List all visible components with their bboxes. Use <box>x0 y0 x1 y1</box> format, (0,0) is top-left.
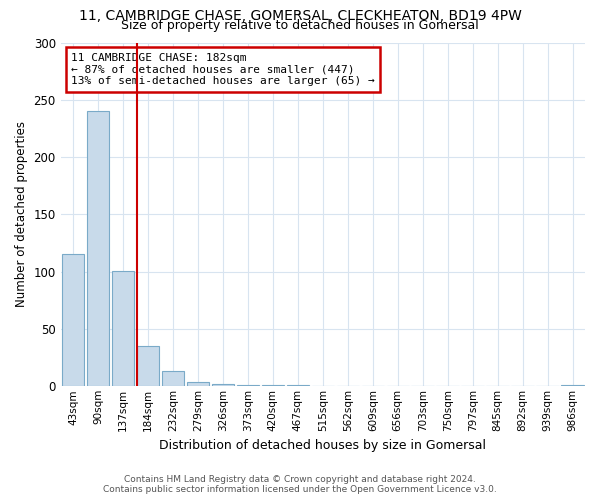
Bar <box>262 385 284 386</box>
Text: 11 CAMBRIDGE CHASE: 182sqm
← 87% of detached houses are smaller (447)
13% of sem: 11 CAMBRIDGE CHASE: 182sqm ← 87% of deta… <box>71 53 375 86</box>
Bar <box>137 346 159 387</box>
Bar <box>62 254 85 386</box>
X-axis label: Distribution of detached houses by size in Gomersal: Distribution of detached houses by size … <box>160 440 487 452</box>
Y-axis label: Number of detached properties: Number of detached properties <box>15 122 28 308</box>
Bar <box>212 384 234 386</box>
Text: 11, CAMBRIDGE CHASE, GOMERSAL, CLECKHEATON, BD19 4PW: 11, CAMBRIDGE CHASE, GOMERSAL, CLECKHEAT… <box>79 9 521 23</box>
Text: Contains HM Land Registry data © Crown copyright and database right 2024.
Contai: Contains HM Land Registry data © Crown c… <box>103 474 497 494</box>
Bar <box>112 270 134 386</box>
Bar <box>561 385 584 386</box>
Bar <box>287 385 309 386</box>
Text: Size of property relative to detached houses in Gomersal: Size of property relative to detached ho… <box>121 19 479 32</box>
Bar <box>187 382 209 386</box>
Bar <box>236 385 259 386</box>
Bar <box>162 372 184 386</box>
Bar <box>87 112 109 386</box>
